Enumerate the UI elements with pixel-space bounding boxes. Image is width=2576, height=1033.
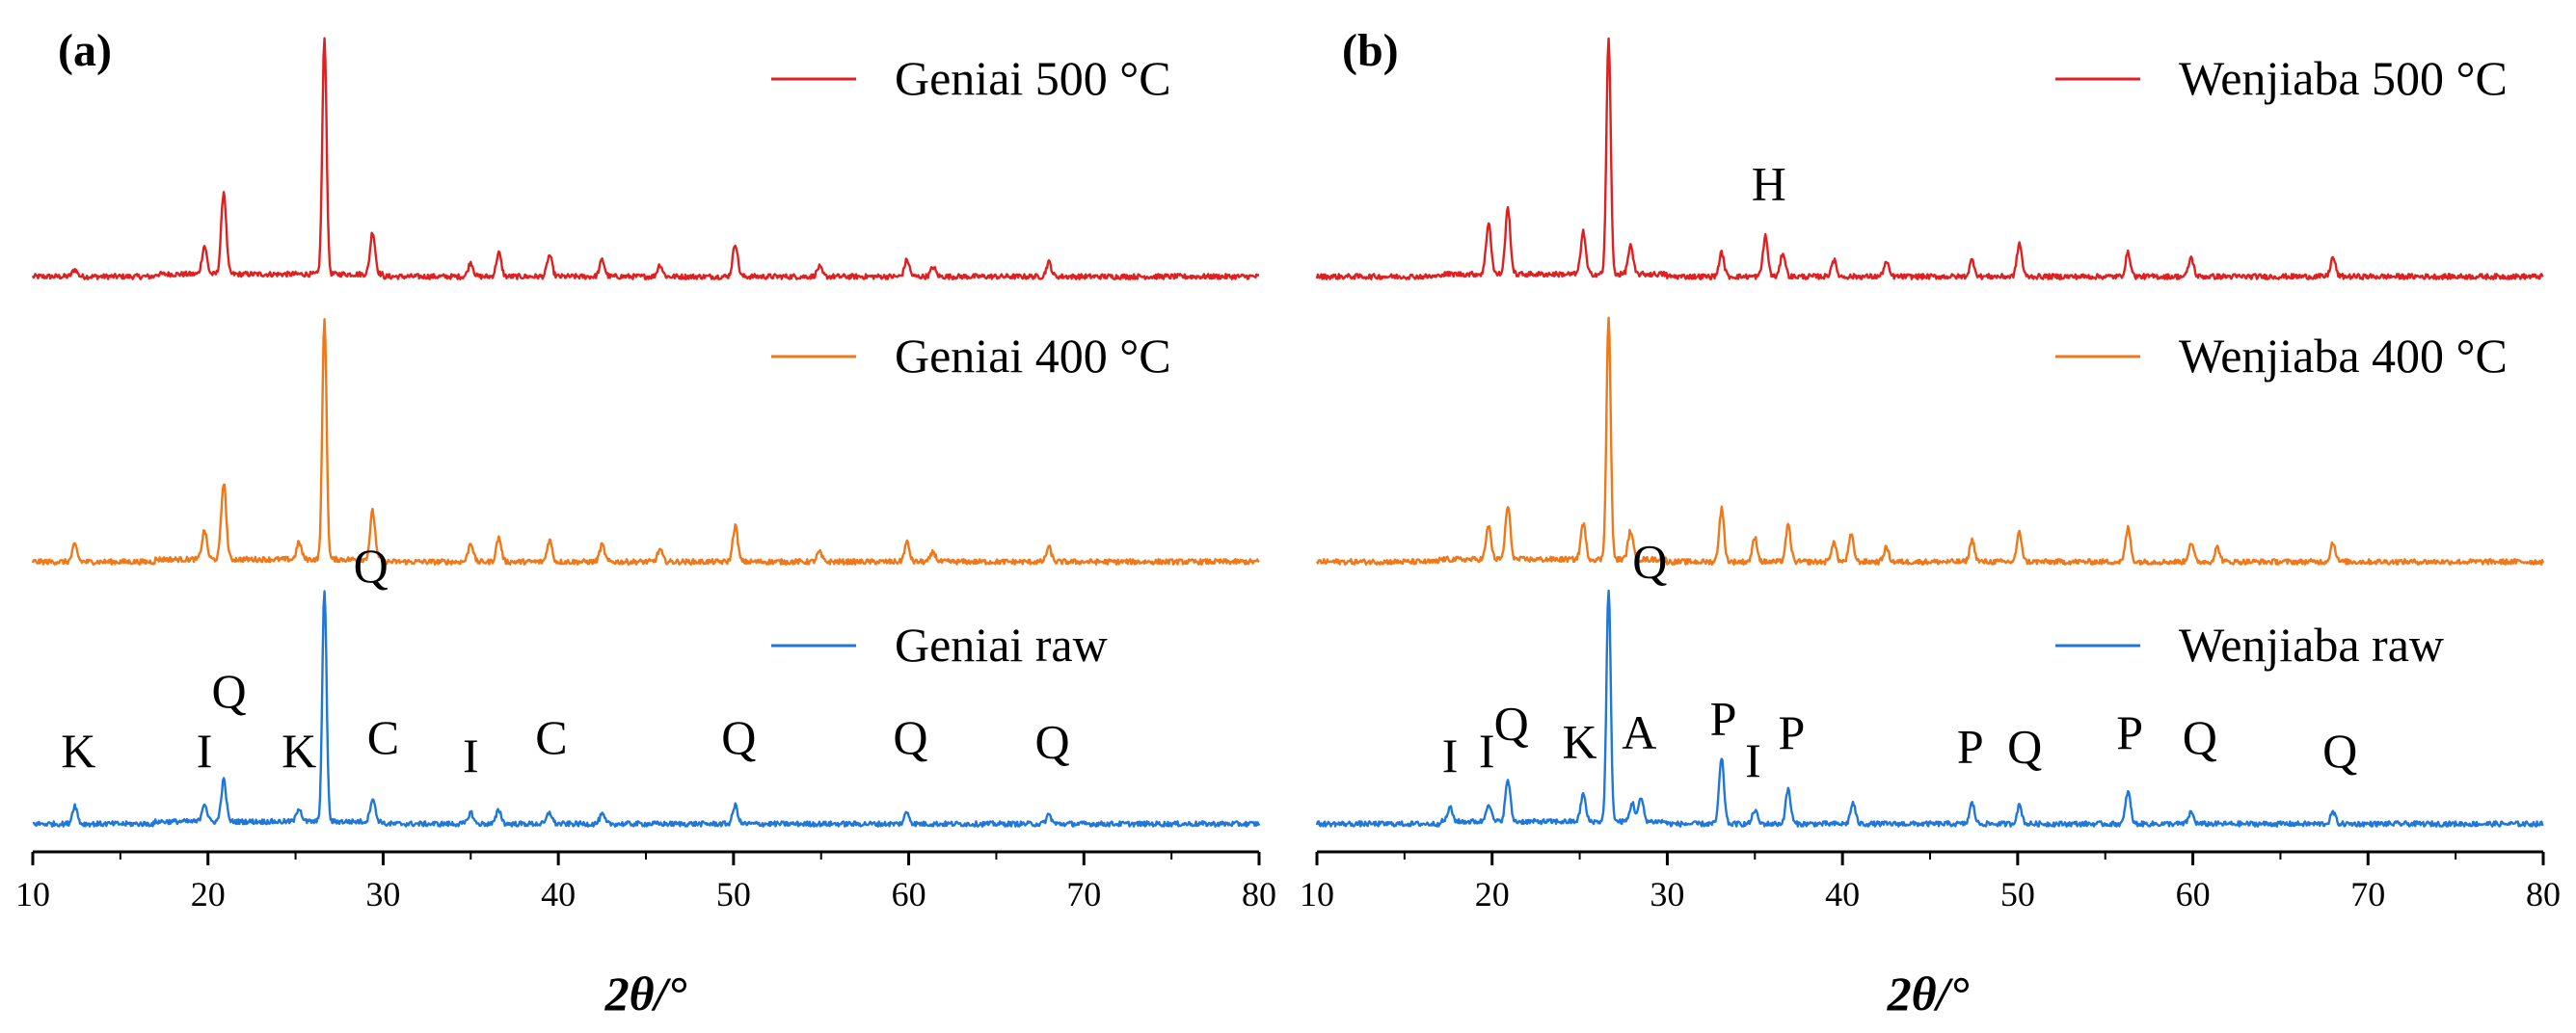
phase-label: Q <box>211 664 246 718</box>
phase-label: C <box>367 710 399 764</box>
x-tick-label: 50 <box>716 875 751 914</box>
trace-line <box>31 37 1260 280</box>
x-tick-label: 50 <box>2000 875 2035 914</box>
x-tick-label: 80 <box>1242 875 1276 914</box>
x-tick-label: 30 <box>1650 875 1684 914</box>
phase-label: K <box>61 724 95 778</box>
phase-label: P <box>2116 705 2143 759</box>
legend-entry: Wenjiaba 400 °C <box>2179 329 2508 383</box>
phase-label: I <box>197 724 213 778</box>
panel-a-x-axis-label: 2θ/° <box>604 967 687 1020</box>
trace-line <box>31 318 1260 566</box>
phase-label: P <box>1957 719 1984 773</box>
phase-label: C <box>535 710 567 764</box>
phase-label: Q <box>1494 696 1529 750</box>
trace-line <box>1315 316 2545 566</box>
x-tick-label: 40 <box>541 875 576 914</box>
x-tick-label: 10 <box>15 875 50 914</box>
phase-label: P <box>1710 692 1737 746</box>
phase-label: H <box>1752 157 1786 211</box>
panel-b: (b) 2θ/° 10 20 30 40 50 60 70 80 Wenjiaba 500 °C… <box>1300 25 2561 1020</box>
x-tick-label: 80 <box>2526 875 2561 914</box>
phase-label: Q <box>893 710 927 764</box>
phase-label: Q <box>721 710 756 764</box>
legend-entry: Geniai 500 °C <box>895 51 1171 105</box>
panel-b-label: (b) <box>1342 25 1399 76</box>
phase-label: P <box>1779 705 1806 759</box>
phase-label: Q <box>1035 715 1070 769</box>
phase-label: I <box>1479 724 1495 778</box>
phase-label: K <box>282 724 316 778</box>
phase-label: I <box>1442 728 1459 782</box>
x-tick-label: 70 <box>1066 875 1101 914</box>
trace-line <box>1315 589 2544 828</box>
x-tick-label: 10 <box>1300 875 1334 914</box>
panel-a: (a) 2θ/° 10 20 30 40 50 60 70 80 Geniai 500 °C Ge… <box>15 25 1276 1020</box>
x-tick-label: 30 <box>365 875 400 914</box>
phase-label: Q <box>354 539 389 593</box>
phase-label: K <box>1563 715 1597 769</box>
x-tick-label: 20 <box>191 875 226 914</box>
trace-line <box>1315 37 2544 280</box>
phase-label: Q <box>1632 534 1667 588</box>
phase-label: Q <box>2322 724 2357 778</box>
x-tick-label: 40 <box>1825 875 1860 914</box>
x-tick-label: 60 <box>892 875 926 914</box>
panel-a-label: (a) <box>58 25 112 76</box>
legend-entry: Wenjiaba 500 °C <box>2179 51 2508 105</box>
phase-label: Q <box>2007 719 2042 773</box>
trace-line <box>32 590 1261 828</box>
legend-entry: Geniai 400 °C <box>895 329 1171 383</box>
legend-entry: Geniai raw <box>895 618 1108 672</box>
legend-entry: Wenjiaba raw <box>2179 618 2444 672</box>
phase-label: A <box>1622 705 1656 759</box>
phase-label: I <box>1745 733 1761 787</box>
phase-label: I <box>463 728 479 782</box>
phase-label: Q <box>2183 710 2217 764</box>
x-tick-label: 70 <box>2350 875 2385 914</box>
x-tick-label: 20 <box>1475 875 1510 914</box>
x-tick-label: 60 <box>2176 875 2211 914</box>
panel-b-x-axis-label: 2θ/° <box>1887 967 1970 1020</box>
